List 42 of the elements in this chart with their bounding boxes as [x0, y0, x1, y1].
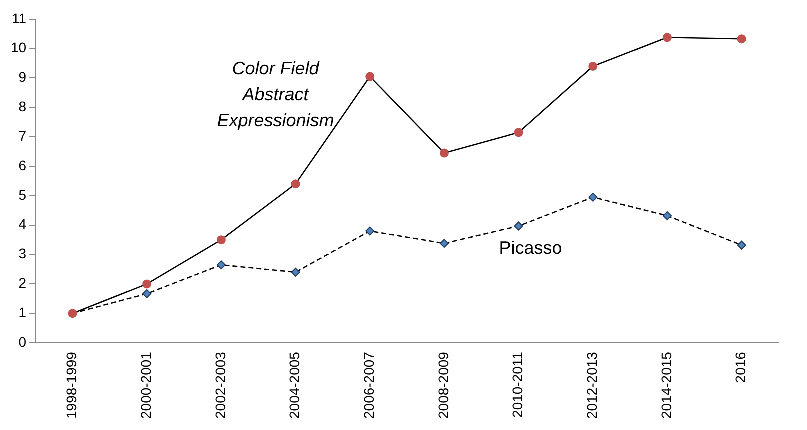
- y-tick-label: 4: [18, 216, 27, 232]
- y-tick-label: 7: [18, 128, 27, 144]
- point: [514, 222, 524, 231]
- x-tick-label: 2006-2007: [360, 352, 377, 419]
- y-tick-label: 10: [10, 40, 27, 56]
- x-tick-label: 2008-2009: [435, 352, 452, 419]
- point: [291, 180, 300, 189]
- y-tick-label: 0: [18, 334, 27, 350]
- point: [366, 226, 375, 236]
- point: [440, 239, 449, 248]
- x-tick-label: 2004-2005: [286, 352, 303, 419]
- point: [514, 128, 524, 138]
- point: [737, 34, 746, 44]
- y-tick-label: 3: [18, 246, 27, 262]
- point: [216, 260, 226, 270]
- x-tick-label: 1998-1999: [64, 352, 80, 419]
- x-tick-label: 2012-2013: [584, 352, 600, 419]
- y-tick-label: 8: [18, 98, 27, 115]
- x-tick-label: 2002-2003: [212, 352, 228, 419]
- x-tick-label: 2014-2015: [658, 352, 674, 419]
- y-tick-label: 2: [18, 275, 27, 292]
- point: [142, 280, 152, 289]
- point: [366, 72, 375, 82]
- point: [662, 211, 672, 220]
- point: [216, 236, 226, 245]
- series-label: Color Field Abstract Expressionism: [217, 58, 334, 130]
- point: [588, 62, 598, 71]
- y-tick-label: 9: [18, 69, 27, 86]
- point: [662, 33, 672, 42]
- point: [142, 289, 152, 298]
- point: [440, 148, 449, 158]
- x-tick-label: 2010-2011: [510, 352, 526, 418]
- y-tick-label: 6: [18, 157, 27, 174]
- y-tick-label: 1: [18, 304, 27, 320]
- y-tick-label: 11: [12, 10, 27, 26]
- point: [291, 268, 300, 277]
- x-tick-label: 2000-2001: [138, 352, 154, 419]
- series-label: Picasso: [499, 238, 562, 258]
- y-tick-label: 5: [18, 186, 27, 203]
- x-tick-label: 2016: [732, 352, 749, 384]
- point: [737, 240, 746, 250]
- point: [588, 192, 598, 202]
